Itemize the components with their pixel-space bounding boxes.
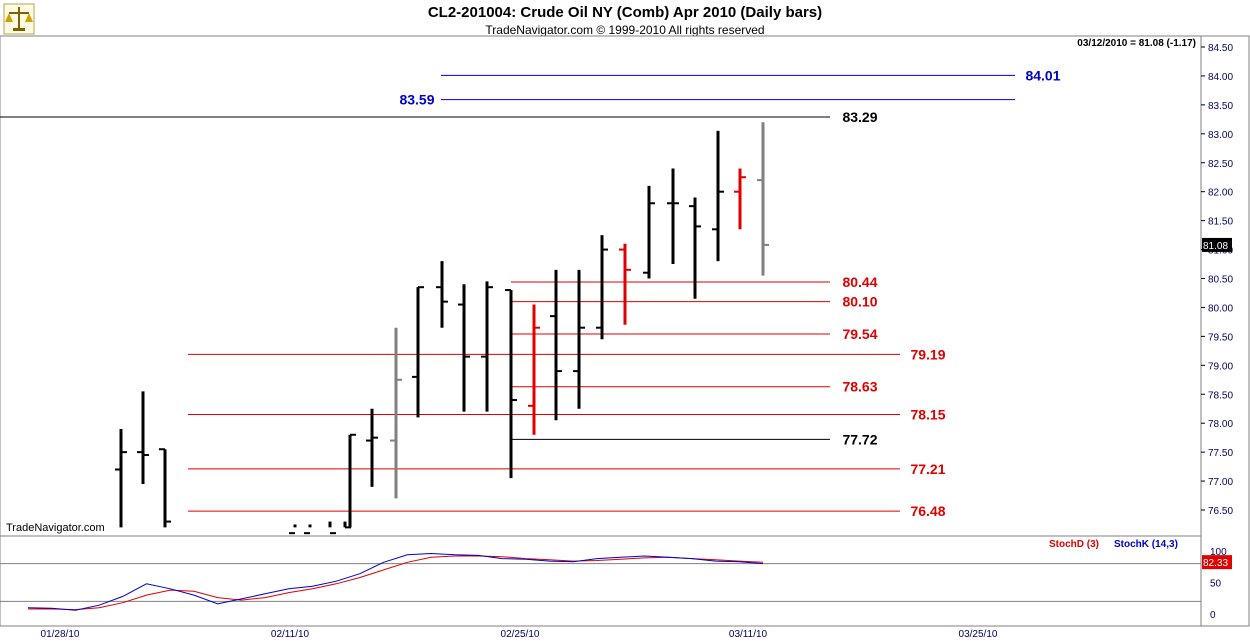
level-label: 84.01 (1025, 67, 1060, 83)
stoch-axis-tick-label: 50 (1210, 579, 1222, 590)
price-axis-panel (1200, 35, 1250, 627)
ohlc-bar (481, 281, 493, 412)
ohlc-bar (436, 261, 448, 328)
price-axis-tick-label: 84.50 (1208, 43, 1233, 54)
ohlc-bar (412, 286, 424, 418)
legend-stochd: StochD (3) (1049, 539, 1099, 550)
price-axis-tick-label: 83.50 (1208, 101, 1233, 112)
date-axis-label: 03/11/10 (729, 629, 768, 640)
ohlc-bar (757, 122, 769, 276)
ohlc-bar (689, 197, 701, 299)
price-axis-tick-label: 80.00 (1208, 303, 1233, 314)
ohlc-bar (505, 289, 517, 479)
stochastic-plot-frame (0, 535, 1202, 627)
level-label: 79.54 (842, 326, 877, 342)
ohlc-bar (159, 448, 171, 528)
trade-navigator-logo-icon (3, 3, 35, 35)
date-axis-label: 01/28/10 (41, 629, 80, 640)
price-axis-tick-label: 78.00 (1208, 419, 1233, 430)
copyright-text: TradeNavigator.com © 1999-2010 All right… (485, 23, 765, 37)
ohlc-bar (528, 304, 540, 435)
last-price-label: 81.08 (1203, 241, 1228, 252)
date-axis-label: 03/25/10 (959, 629, 998, 640)
ohlc-bar (458, 284, 470, 412)
stoch-series-line (28, 555, 764, 611)
price-axis-tick-label: 83.00 (1208, 130, 1233, 141)
price-axis-tick-label: 84.00 (1208, 72, 1233, 83)
ohlc-bar (643, 185, 655, 279)
price-axis-tick-label: 77.00 (1208, 477, 1233, 488)
level-label: 83.59 (399, 92, 434, 108)
ohlc-bar (115, 428, 127, 528)
level-label: 77.21 (910, 461, 945, 477)
price-axis-tick-label: 79.50 (1208, 332, 1233, 343)
ohlc-bar (573, 269, 585, 409)
legend-stochk: StochK (14,3) (1114, 539, 1178, 550)
price-axis-tick-label: 77.50 (1208, 448, 1233, 459)
stoch-axis-tick-label: 0 (1210, 610, 1216, 621)
ohlc-bar (596, 235, 608, 340)
level-label: 76.48 (910, 503, 945, 519)
level-label: 78.15 (910, 407, 945, 423)
ohlc-bar (390, 327, 402, 499)
level-label: 80.44 (842, 274, 877, 290)
stoch-last-value-badge (1202, 555, 1232, 570)
level-label: 77.72 (842, 431, 877, 447)
ohlc-bar (619, 243, 631, 325)
ohlc-bar (366, 408, 378, 487)
date-axis-label: 02/11/10 (271, 629, 310, 640)
level-label: 80.10 (842, 294, 877, 310)
price-axis-tick-label: 81.50 (1208, 217, 1233, 228)
price-axis-tick-label: 80.50 (1208, 275, 1233, 286)
ohlc-bar (289, 524, 297, 535)
price-axis-tick-label: 79.00 (1208, 361, 1233, 372)
ohlc-bar (550, 269, 562, 421)
price-axis-tick-label: 82.00 (1208, 188, 1233, 199)
watermark: TradeNavigator.com (6, 522, 105, 534)
ohlc-bar (137, 391, 149, 484)
last-price-badge (1202, 237, 1232, 252)
price-axis-tick-label: 82.50 (1208, 159, 1233, 170)
price-axis-tick-label: 78.50 (1208, 390, 1233, 401)
chart-title: CL2-201004: Crude Oil NY (Comb) Apr 2010… (427, 4, 823, 21)
level-label: 78.63 (842, 379, 877, 395)
ohlc-bar (328, 521, 336, 535)
stoch-series-line (27, 552, 764, 611)
level-label: 79.19 (910, 346, 945, 362)
ohlc-bar (348, 433, 356, 528)
level-label: 83.29 (842, 109, 877, 125)
ohlc-bar (712, 130, 724, 262)
ohlc-bar (667, 168, 679, 265)
ohlc-bar (304, 524, 312, 535)
price-axis-tick-label: 76.50 (1208, 506, 1233, 517)
date-axis-label: 02/25/10 (501, 629, 540, 640)
stoch-last-value-label: 82.33 (1203, 558, 1228, 569)
ohlc-bar (734, 168, 746, 230)
last-quote-readout: 03/12/2010 = 81.08 (-1.17) (1077, 38, 1196, 49)
stoch-axis-tick-label: 100 (1210, 547, 1227, 558)
